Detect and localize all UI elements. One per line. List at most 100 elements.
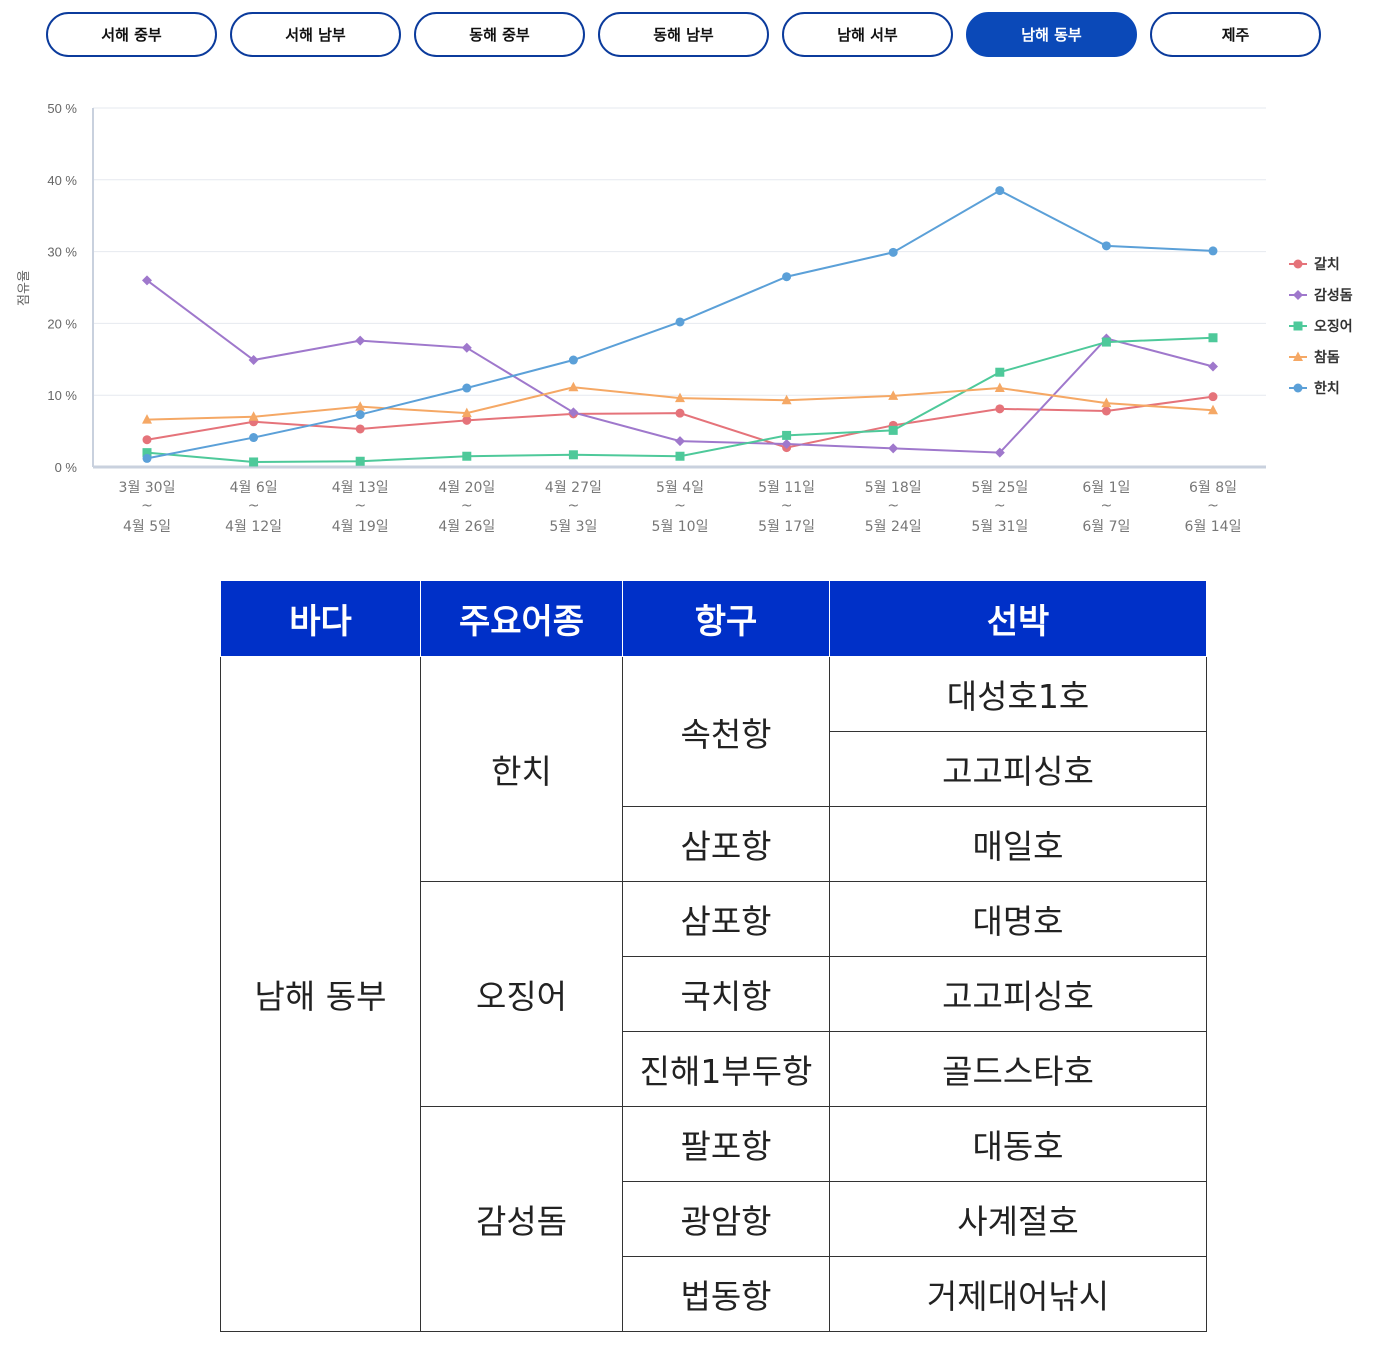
sea-cell: 남해 동부 [220,656,421,1332]
x-tick-label: 6월 14일 [1185,519,1242,535]
tab-south-east[interactable]: 남해 동부 [966,12,1137,57]
data-point [461,407,472,418]
legend-label: 갈치 [1314,256,1340,273]
data-point [142,448,152,458]
x-tick-label: 5월 11일 [758,480,815,496]
x-tick-separator: ~ [354,498,366,514]
legend-marker [1293,321,1303,330]
header-ship: 선박 [829,580,1207,657]
data-point [888,443,899,454]
tab-east-central[interactable]: 동해 중부 [414,12,585,57]
data-point [142,414,152,424]
port-cell: 진해1부두항 [622,1031,830,1107]
data-point [888,390,899,400]
legend-label: 오징어 [1314,318,1353,335]
x-tick-separator: ~ [994,498,1006,514]
table-row: 국치항 고고피싱호 [221,956,1207,1032]
x-tick-label: 5월 24일 [865,519,922,535]
ship-cell: 매일호 [829,806,1207,882]
legend-item[interactable]: 참돔 [1288,341,1353,372]
tab-south-west[interactable]: 남해 서부 [782,12,953,57]
data-point [781,394,792,405]
y-axis-title: 점유율 [17,270,32,306]
x-tick-label: 5월 18일 [865,480,922,496]
data-point [994,382,1005,393]
data-point [355,401,366,411]
legend-marker-icon [1289,289,1307,300]
species-cell: 감성돔 [420,1106,623,1332]
x-tick-label: 4월 26일 [438,519,495,535]
data-point [1101,406,1111,416]
series-갈치 [142,392,1218,453]
tab-jeju[interactable]: 제주 [1150,12,1321,57]
data-point [355,424,365,434]
species-cell: 오징어 [420,881,623,1107]
data-point [462,451,472,461]
data-point [1208,361,1218,372]
table-row: 남해 동부 한치 속천항 대성호1호 [220,656,1207,1332]
tab-east-south[interactable]: 동해 남부 [598,12,769,57]
x-tick-separator: ~ [568,498,580,514]
y-tick-label: 10 % [47,388,77,403]
data-point [462,415,472,425]
tab-west-central[interactable]: 서해 중부 [46,12,217,57]
y-tick-label: 50 % [47,101,77,116]
port-cell: 법동항 [622,1256,830,1332]
data-point [781,439,792,450]
x-tick-separator: ~ [887,498,899,514]
ship-cell: 골드스타호 [829,1031,1207,1107]
table-header-row: 바다 주요어종 항구 선박 [220,580,1207,657]
data-point [1101,337,1111,347]
port-cell: 팔포항 [622,1106,830,1182]
data-point [1208,404,1218,415]
data-point [675,392,685,403]
x-tick-separator: ~ [141,498,153,514]
legend-item[interactable]: 한치 [1288,372,1353,403]
x-tick-label: 3월 30일 [119,480,176,496]
data-point [675,436,685,447]
legend-marker-icon [1289,351,1307,361]
x-tick-label: 5월 3일 [549,519,597,535]
x-tick-label: 5월 4일 [656,480,704,496]
data-point [568,355,578,365]
table-row: 감성돔 팔포항 대동호 [221,1106,1207,1332]
data-point [355,456,365,466]
y-tick-label: 0 % [55,460,78,475]
port-cell: 삼포항 [622,881,830,957]
y-tick-label: 30 % [47,245,77,260]
series-오징어 [142,333,1218,467]
x-tick-separator: ~ [781,498,793,514]
legend-item[interactable]: 오징어 [1288,310,1353,341]
x-tick-label: 6월 1일 [1082,480,1130,496]
legend-marker-icon [1289,321,1307,330]
region-tabs: 서해 중부 서해 남부 동해 중부 동해 남부 남해 서부 남해 동부 제주 [46,12,1321,57]
ship-cell: 고고피싱호 [829,731,1207,807]
series-한치 [142,186,1218,463]
tab-west-south[interactable]: 서해 남부 [230,12,401,57]
x-tick-separator: ~ [461,498,473,514]
legend-marker [1293,259,1303,268]
legend-item[interactable]: 갈치 [1288,248,1353,279]
legend-item[interactable]: 감성돔 [1288,279,1353,310]
data-point [248,411,259,421]
header-port: 항구 [622,580,830,657]
x-tick-label: 4월 20일 [438,480,495,496]
data-point [675,317,685,327]
header-sea: 바다 [220,580,421,657]
data-point [995,186,1005,196]
data-point [249,457,259,467]
data-point [675,451,685,461]
x-tick-label: 4월 5일 [123,519,171,535]
fishing-table: 바다 주요어종 항구 선박 남해 동부 한치 속천항 대성호1호 고고피싱호 삼… [220,580,1207,1332]
x-tick-label: 5월 25일 [971,480,1028,496]
ship-cell: 사계절호 [829,1181,1207,1257]
data-point [355,335,366,346]
legend-label: 한치 [1314,380,1340,397]
table-row: 삼포항 매일호 [221,806,1207,882]
y-tick-label: 40 % [47,173,77,188]
x-tick-label: 4월 13일 [332,480,389,496]
ship-cell: 대명호 [829,881,1207,957]
series-참돔 [142,381,1218,424]
data-point [1101,241,1111,251]
